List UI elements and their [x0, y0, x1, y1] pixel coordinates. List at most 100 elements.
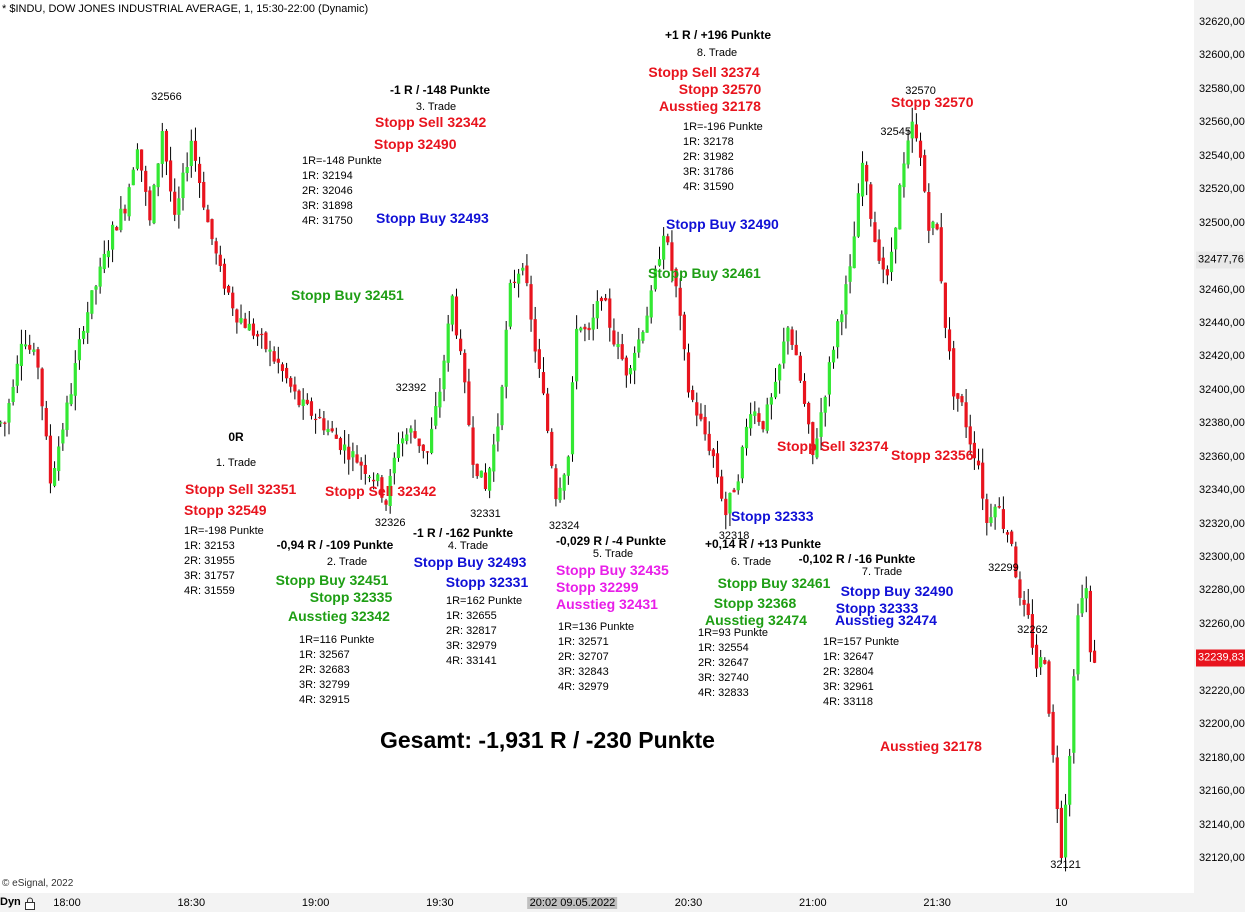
candle-down — [678, 287, 682, 316]
candle-up — [910, 121, 914, 139]
candle-down — [620, 344, 624, 360]
candle-up — [127, 187, 131, 217]
candle-down — [417, 438, 421, 447]
candle-down — [251, 323, 256, 336]
candle-down — [757, 413, 761, 422]
candle-up — [521, 267, 525, 271]
candle-up — [19, 343, 24, 366]
candle-up — [641, 332, 645, 341]
candle-down — [703, 416, 707, 435]
candle-up — [396, 444, 401, 458]
candle-up — [351, 451, 355, 458]
candle-up — [856, 193, 860, 237]
candle-down — [956, 393, 960, 399]
candle-down — [148, 190, 152, 221]
candle-down — [914, 124, 918, 139]
candle-down — [48, 435, 53, 484]
candle-down — [724, 498, 728, 516]
candle-down — [533, 319, 537, 352]
candle-up — [815, 438, 819, 458]
candle-up — [860, 162, 865, 197]
candle-down — [732, 489, 736, 493]
candle-down — [164, 130, 169, 162]
price-axis[interactable] — [1194, 0, 1245, 912]
candle-down — [475, 463, 479, 477]
candle-down — [968, 426, 972, 445]
trade7-name: 7. Trade — [861, 566, 903, 578]
candle-down — [1005, 532, 1010, 535]
copyright: © eSignal, 2022 — [2, 878, 74, 889]
candle-down — [537, 349, 541, 369]
trade3-level: 3R: 31898 — [302, 200, 353, 212]
lock-icon[interactable] — [24, 897, 36, 910]
trade8-level: 1R: 32178 — [683, 136, 734, 148]
candle-up — [388, 475, 392, 506]
candle-down — [467, 381, 471, 426]
candle-down — [272, 351, 276, 362]
trade8-entry-chart: Stopp Sell 32374 — [777, 438, 889, 454]
candle-up — [492, 444, 496, 472]
candle-up — [827, 362, 831, 395]
candle-down — [1022, 599, 1026, 605]
candle-up — [239, 318, 243, 323]
candle-down — [1043, 659, 1047, 664]
candle-up — [740, 446, 744, 479]
extreme-label: 32262 — [1017, 623, 1048, 636]
trade7-level: 1R: 32647 — [823, 651, 874, 663]
candle-up — [595, 301, 599, 319]
candle-down — [802, 380, 807, 404]
candle-up — [135, 149, 140, 169]
candle-down — [939, 227, 943, 282]
candle-up — [844, 284, 848, 315]
candle-down — [334, 434, 338, 439]
candle-down — [952, 348, 956, 397]
trade5-result: -0,029 R / -4 Punkte — [555, 534, 667, 548]
trade5-level: 3R: 32843 — [558, 666, 609, 678]
candle-up — [185, 167, 189, 174]
candle-down — [865, 164, 869, 182]
candle-down — [280, 364, 285, 372]
trade6-level: 3R: 32740 — [698, 672, 749, 684]
candle-up — [769, 397, 773, 405]
candle-up — [931, 221, 935, 229]
trade8-level: 3R: 31786 — [683, 166, 734, 178]
candle-up — [61, 429, 65, 444]
candle-up — [566, 456, 570, 476]
candle-up — [90, 290, 94, 314]
trade7-level: 4R: 33118 — [823, 696, 873, 708]
trade6-level: 1R: 32554 — [698, 642, 749, 654]
trade5-exit: Ausstieg 32431 — [556, 596, 658, 612]
candle-down — [384, 500, 388, 505]
candle-down — [525, 265, 529, 284]
time-tick: 20:30 — [674, 897, 703, 909]
candle-down — [413, 431, 417, 438]
candle-down — [260, 333, 264, 336]
trade6-level: 2R: 32647 — [698, 657, 749, 669]
candle-up — [69, 394, 73, 405]
candle-down — [546, 393, 550, 431]
trade8-stop: Stopp 32570 — [678, 81, 762, 97]
candle-down — [715, 453, 720, 478]
candle-down — [612, 330, 616, 345]
candle-up — [450, 295, 454, 325]
trade1-level: 1R=-198 Punkte — [184, 525, 264, 537]
candle-down — [790, 329, 794, 345]
candle-up — [479, 470, 483, 478]
candle-up — [405, 434, 409, 441]
candle-up — [823, 397, 827, 413]
candle-down — [720, 476, 724, 499]
candle-up — [773, 381, 778, 398]
trade3-entry-chart: Stopp Sell 32342 — [325, 483, 437, 499]
candle-down — [214, 241, 218, 254]
candle-down — [1047, 661, 1051, 714]
candle-up — [1080, 598, 1084, 614]
candle-up — [657, 259, 662, 266]
time-tick: 21:30 — [923, 897, 951, 909]
candle-down — [284, 367, 289, 379]
trade3-result: -1 R / -148 Punkte — [389, 83, 491, 97]
dyn-toggle[interactable]: Dyn — [0, 896, 42, 912]
price-badge: 32239,83 — [1196, 649, 1245, 667]
candle-down — [604, 297, 608, 301]
candle-up — [579, 327, 583, 331]
